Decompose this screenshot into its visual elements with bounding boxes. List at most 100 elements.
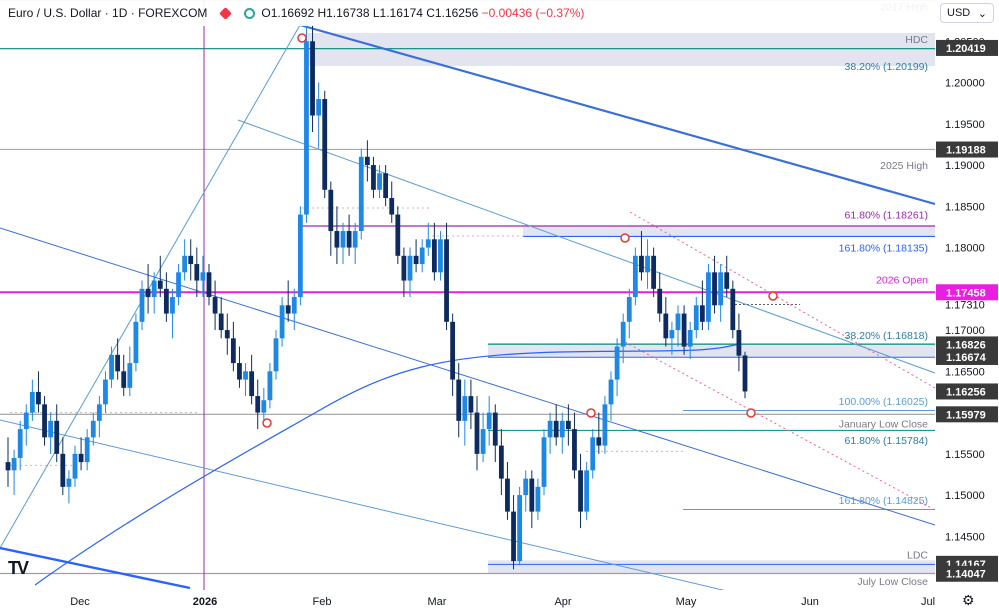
- candle: [724, 255, 730, 298]
- candle: [78, 437, 84, 471]
- price-tick-label: 1.15000: [945, 490, 985, 502]
- candle: [23, 404, 29, 446]
- candle: [48, 412, 54, 454]
- candle: [608, 371, 614, 421]
- candle-body: [413, 255, 419, 265]
- price-tick-label: 1.15500: [945, 449, 985, 461]
- ohlc-readout: O1.16692 H1.16738 L1.16174 C1.16256 −0.0…: [261, 6, 584, 20]
- low-value: L1.16174: [372, 6, 423, 20]
- candle: [316, 82, 322, 149]
- price-axis: 1.14500 1.15000 1.15500 1.16500 1.17000 1.173…: [935, 0, 999, 610]
- candle-body: [602, 404, 608, 446]
- candle-body: [529, 478, 535, 512]
- candle: [590, 429, 596, 479]
- level-label: 2025 High: [880, 160, 928, 172]
- fib-zone-mid: [488, 344, 935, 358]
- candle-body: [730, 288, 736, 331]
- interval-label[interactable]: 1D: [112, 6, 128, 20]
- candle-body: [572, 429, 577, 471]
- candle: [249, 354, 255, 405]
- price-tick-label: 1.17310: [945, 299, 985, 311]
- candle-body: [419, 247, 425, 265]
- channel-upper-line: [299, 23, 936, 206]
- candle: [675, 305, 681, 347]
- candle: [736, 313, 742, 372]
- candle-body: [29, 391, 35, 413]
- candle: [712, 255, 717, 314]
- gear-icon[interactable]: ⚙: [962, 592, 975, 608]
- candle-body: [194, 264, 200, 281]
- candle-body: [675, 313, 681, 331]
- candle-body: [492, 412, 498, 446]
- candle: [358, 148, 364, 240]
- candle-body: [620, 321, 626, 347]
- price-tick-label: 1.20000: [945, 78, 985, 90]
- candle-body: [389, 198, 395, 215]
- candle: [163, 272, 169, 322]
- ldc-zone: [488, 560, 935, 574]
- candle: [334, 206, 340, 265]
- price-tick-label: 1.17000: [945, 325, 985, 337]
- price-badge-label: 1.16826: [946, 339, 986, 351]
- candle: [559, 412, 565, 454]
- candle: [206, 264, 212, 306]
- candle-body: [736, 330, 742, 356]
- pivot-marker-icon: [768, 291, 778, 301]
- candle-body: [377, 173, 382, 190]
- candle-body: [712, 272, 717, 306]
- candle-body: [535, 486, 541, 512]
- candle-body: [273, 338, 279, 372]
- market-status-icon[interactable]: [244, 7, 256, 19]
- level-label: 61.80% (1.18261): [845, 210, 928, 222]
- candle: [693, 297, 699, 339]
- candle: [462, 379, 468, 446]
- currency-selector[interactable]: USD ⌄: [940, 3, 994, 23]
- price-badge-bg: [936, 336, 998, 353]
- candle: [297, 206, 303, 306]
- level-label: LDC: [907, 550, 928, 562]
- candle: [17, 420, 23, 471]
- candle-body: [243, 371, 248, 380]
- candle: [127, 346, 133, 397]
- candle-body: [249, 371, 255, 397]
- candle-body: [681, 313, 687, 347]
- level-label: January Low Close: [839, 418, 928, 430]
- candle: [389, 181, 395, 223]
- candle-body: [5, 462, 11, 471]
- candle: [176, 264, 181, 306]
- price-badge-label: 1.16674: [946, 352, 987, 364]
- candle: [553, 404, 559, 446]
- candle-body: [285, 305, 291, 314]
- price-badge-bg: [936, 141, 998, 158]
- candle-body: [639, 255, 644, 273]
- candle-body: [133, 321, 139, 364]
- price-badge-bg: [936, 348, 998, 365]
- channel-lower-line: [0, 546, 191, 590]
- candle: [145, 264, 151, 314]
- candle-body: [304, 41, 309, 215]
- candle: [212, 280, 218, 331]
- candle-body: [200, 272, 206, 281]
- candle: [328, 181, 334, 256]
- candle-body: [364, 156, 370, 166]
- candle-body: [706, 272, 711, 322]
- candle: [687, 321, 693, 359]
- candle: [517, 486, 523, 566]
- candle: [11, 449, 17, 496]
- candle-body: [474, 412, 480, 454]
- alert-flag-icon[interactable]: [219, 6, 233, 20]
- candle: [468, 379, 474, 430]
- price-badge: 1.20419: [936, 39, 998, 56]
- candle: [96, 396, 102, 438]
- candle-body: [151, 280, 157, 298]
- candle: [706, 264, 711, 331]
- candle-body: [395, 214, 401, 256]
- candle: [291, 288, 297, 331]
- candle: [486, 396, 492, 446]
- candle: [663, 297, 669, 347]
- symbol-title[interactable]: Euro / U.S. Dollar · 1D · FOREXCOM: [8, 6, 208, 20]
- candle: [182, 239, 188, 281]
- candle: [395, 206, 401, 265]
- candle: [669, 321, 675, 355]
